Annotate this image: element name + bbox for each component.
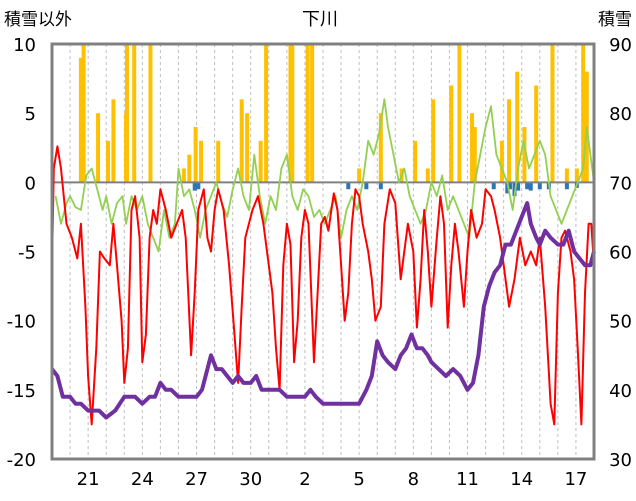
y-left-tick-label: -5 bbox=[18, 243, 36, 264]
bar bbox=[516, 182, 521, 191]
bar bbox=[187, 154, 192, 183]
bar bbox=[507, 182, 512, 190]
bar bbox=[310, 44, 315, 183]
y-right-tick-label: 70 bbox=[609, 173, 632, 194]
bar bbox=[81, 44, 86, 183]
y-right-tick-label: 60 bbox=[609, 243, 632, 264]
y-left-tick-label: 5 bbox=[25, 104, 36, 125]
bar bbox=[457, 44, 462, 183]
bar bbox=[239, 99, 244, 183]
bar bbox=[499, 140, 504, 183]
bar bbox=[96, 113, 101, 183]
y-right-ticks: 90 80 70 60 50 40 30 bbox=[609, 35, 632, 471]
x-tick-label: 11 bbox=[456, 469, 479, 490]
bar bbox=[505, 182, 510, 194]
bar bbox=[199, 140, 204, 183]
x-tick-label: 27 bbox=[185, 469, 208, 490]
bar bbox=[378, 182, 383, 190]
x-tick-label: 21 bbox=[77, 469, 100, 490]
x-tick-label: 17 bbox=[564, 469, 587, 490]
y-right-tick-label: 80 bbox=[609, 104, 632, 125]
bar bbox=[550, 44, 555, 183]
bar bbox=[564, 182, 569, 190]
bar bbox=[124, 44, 129, 183]
bar bbox=[111, 99, 116, 183]
bar bbox=[472, 127, 477, 183]
bar bbox=[528, 182, 533, 191]
bar bbox=[574, 168, 579, 183]
bar bbox=[564, 168, 569, 183]
y-left-tick-label: 10 bbox=[13, 35, 36, 56]
gridlines bbox=[69, 44, 577, 459]
bar bbox=[181, 168, 186, 183]
bar bbox=[196, 182, 201, 190]
bar bbox=[148, 44, 153, 183]
bar bbox=[449, 85, 454, 183]
purple-series-line bbox=[50, 201, 596, 420]
bar bbox=[132, 44, 137, 183]
y-left-tick-label: -20 bbox=[7, 450, 36, 471]
bar bbox=[106, 140, 111, 183]
bar bbox=[537, 182, 542, 190]
bar bbox=[507, 99, 512, 183]
y-left-axis-label: 積雪以外 bbox=[4, 10, 72, 30]
bar bbox=[192, 182, 197, 191]
bar bbox=[525, 182, 530, 190]
bar bbox=[346, 182, 351, 190]
y-left-ticks: 10 5 0 -5 -10 -15 -20 bbox=[7, 35, 36, 471]
green-series-line bbox=[54, 98, 595, 253]
y-left-tick-label: -10 bbox=[7, 312, 36, 333]
x-tick-label: 8 bbox=[408, 469, 419, 490]
bar bbox=[522, 127, 527, 183]
red-series-line bbox=[51, 145, 595, 426]
bar bbox=[264, 44, 269, 183]
precipitation-bars bbox=[78, 44, 589, 183]
y-left-tick-label: 0 bbox=[25, 173, 36, 194]
y-right-tick-label: 30 bbox=[609, 450, 632, 471]
y-right-tick-label: 50 bbox=[609, 312, 632, 333]
x-tick-label: 14 bbox=[510, 469, 533, 490]
bar bbox=[534, 85, 539, 183]
bar bbox=[425, 168, 430, 183]
plot-frame bbox=[50, 42, 596, 461]
y-right-tick-label: 40 bbox=[609, 381, 632, 402]
bar bbox=[193, 127, 198, 183]
bar bbox=[305, 44, 310, 183]
bar bbox=[245, 113, 250, 183]
bar bbox=[258, 140, 263, 183]
bar bbox=[431, 99, 436, 183]
bar bbox=[364, 182, 369, 190]
bar bbox=[357, 168, 362, 183]
bar bbox=[413, 140, 418, 183]
x-tick-labels: 21 24 27 30 2 5 8 11 14 17 bbox=[77, 469, 588, 490]
y-right-axis-label: 積雪 bbox=[598, 10, 632, 30]
bar bbox=[491, 182, 496, 190]
bar bbox=[78, 57, 83, 183]
x-tick-label: 30 bbox=[239, 469, 262, 490]
bar bbox=[378, 113, 383, 183]
x-tick-label: 24 bbox=[131, 469, 154, 490]
series-lines bbox=[50, 98, 596, 426]
bar bbox=[515, 71, 520, 183]
bar bbox=[290, 44, 295, 183]
x-tick-label: 5 bbox=[353, 469, 364, 490]
x-tick-label: 2 bbox=[299, 469, 310, 490]
bar bbox=[470, 113, 475, 183]
bar bbox=[581, 44, 586, 183]
bar bbox=[216, 140, 221, 183]
title: 下川 bbox=[302, 9, 338, 30]
y-left-tick-label: -15 bbox=[7, 381, 36, 402]
y-right-tick-label: 90 bbox=[609, 35, 632, 56]
